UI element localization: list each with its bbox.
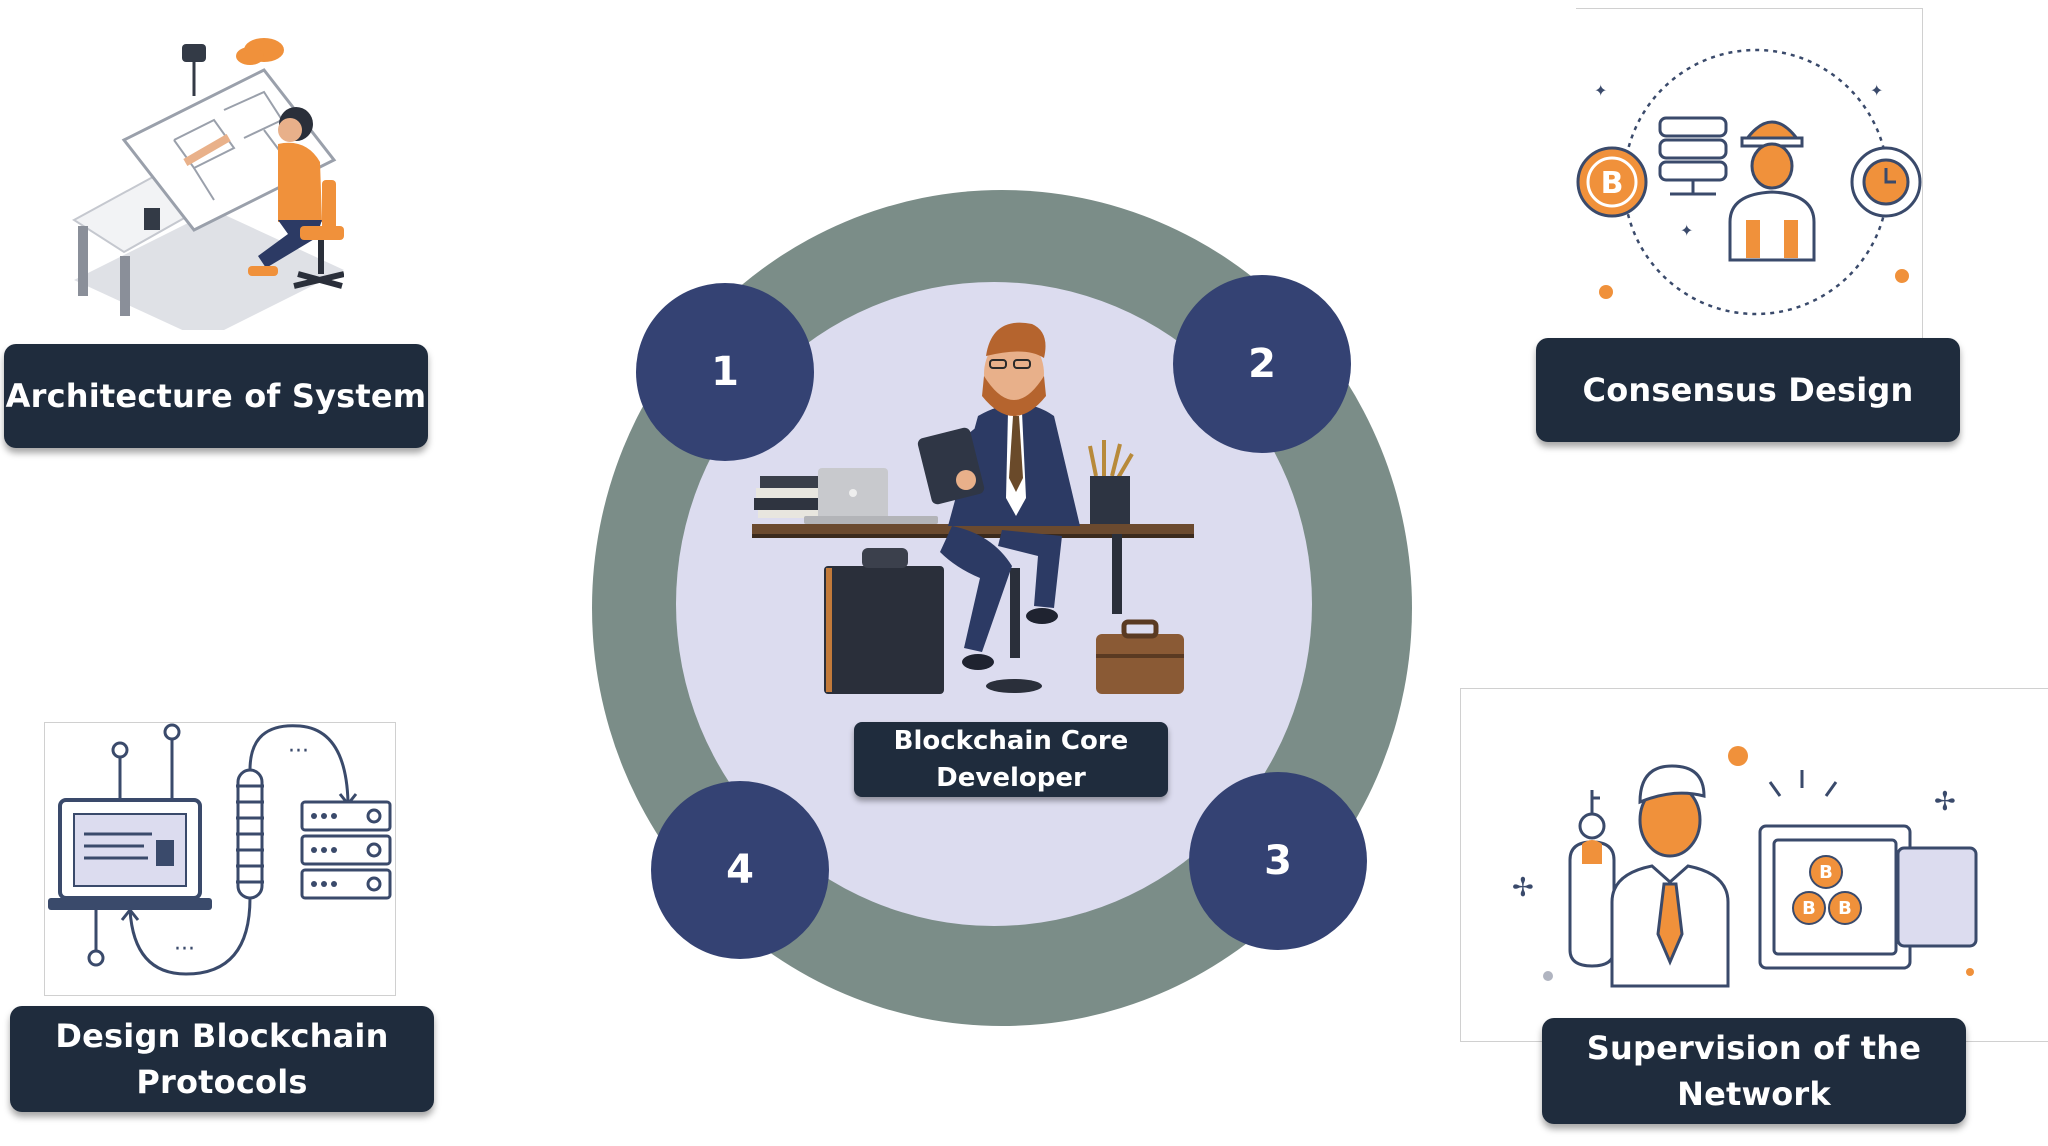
design-blockchain-protocols-label: Design Blockchain Protocols	[10, 1006, 434, 1112]
step-2-number: 2	[1248, 341, 1276, 387]
consensus-design-icon: B ✦ ✦ ✦	[1570, 40, 1930, 340]
center-title: Blockchain Core Developer	[854, 722, 1168, 797]
svg-text:···: ···	[174, 937, 195, 962]
step-1-number: 1	[711, 349, 739, 395]
svg-text:B: B	[1819, 862, 1833, 883]
svg-text:B: B	[1802, 898, 1816, 919]
svg-text:✦: ✦	[1870, 81, 1883, 100]
consensus-design-label: Consensus Design	[1536, 338, 1960, 442]
architecture-of-system-label: Architecture of System	[4, 344, 428, 448]
supervision-of-the-network-label: Supervision of the Network	[1542, 1018, 1966, 1124]
step-1-circle: 1	[636, 283, 814, 461]
protocols-text-line1: Design Blockchain	[55, 1017, 389, 1055]
center-title-line2: Developer	[936, 762, 1086, 793]
step-2-circle: 2	[1173, 275, 1351, 453]
svg-text:✢: ✢	[1512, 873, 1534, 903]
developer-at-desk-illustration	[752, 316, 1202, 706]
consensus-design-text: Consensus Design	[1582, 371, 1914, 409]
step-3-circle: 3	[1189, 772, 1367, 950]
step-4-circle: 4	[651, 781, 829, 959]
svg-text:B: B	[1838, 898, 1852, 919]
svg-text:B: B	[1601, 166, 1624, 201]
architect-at-drafting-table-illustration	[64, 30, 344, 330]
svg-text:✦: ✦	[1680, 221, 1693, 240]
supervision-text-line1: Supervision of the	[1586, 1029, 1922, 1067]
step-4-number: 4	[726, 847, 754, 893]
step-3-number: 3	[1264, 838, 1292, 884]
svg-text:···: ···	[288, 739, 309, 764]
svg-text:✢: ✢	[1934, 787, 1956, 817]
architecture-of-system-text: Architecture of System	[5, 377, 427, 415]
blockchain-protocol-icon: ··· ···	[44, 722, 394, 994]
center-title-line1: Blockchain Core	[893, 725, 1129, 756]
supervision-text-line2: Network	[1677, 1075, 1831, 1113]
svg-text:✦: ✦	[1594, 81, 1607, 100]
protocols-text-line2: Protocols	[136, 1063, 308, 1101]
